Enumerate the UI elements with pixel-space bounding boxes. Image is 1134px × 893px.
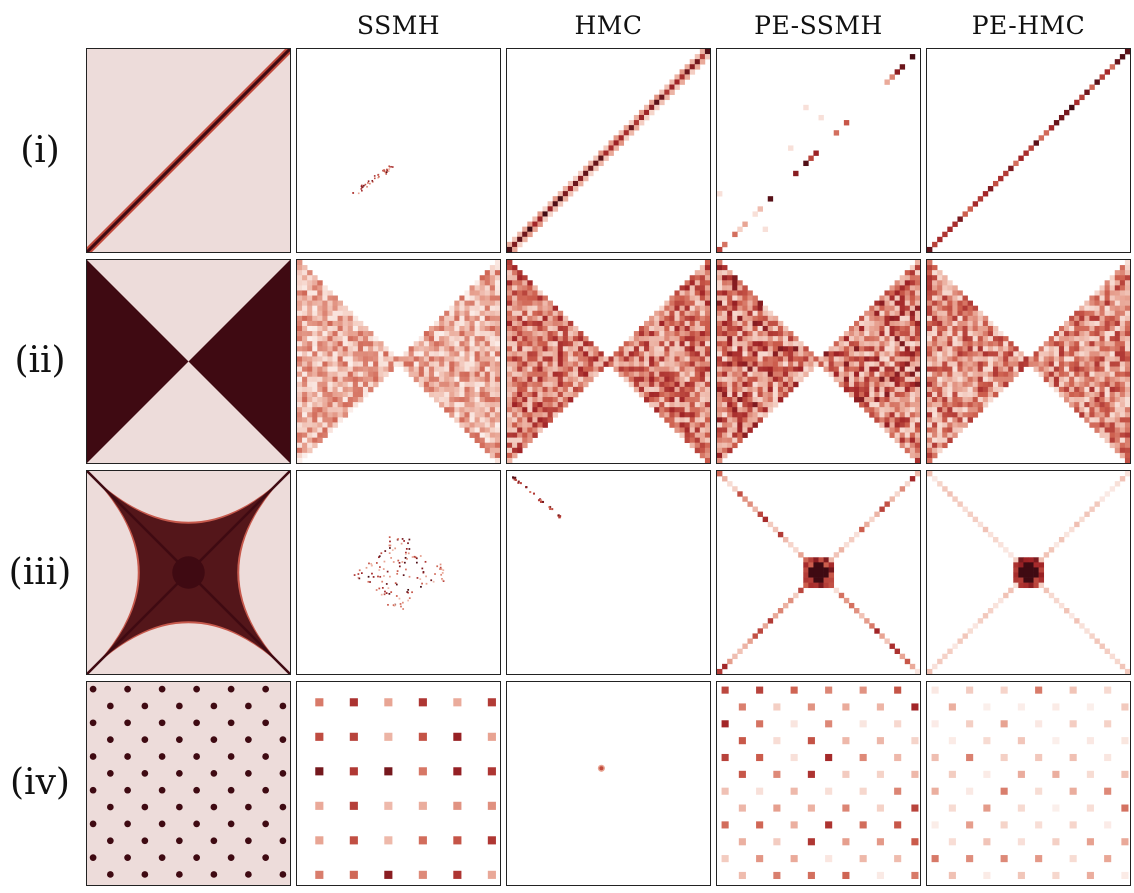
panel-iii-hmc <box>506 470 711 675</box>
panel-ii-pe-hmc-svg <box>927 260 1130 463</box>
panel-i-pe-ssmh <box>716 48 921 253</box>
panel-iv-target <box>86 681 291 886</box>
panel-ii-ssmh <box>296 259 501 464</box>
panel-ii-hmc <box>506 259 711 464</box>
col-title-hmc: HMC <box>574 11 643 40</box>
panel-iv-ssmh-svg <box>315 698 496 879</box>
col-title-ssmh: SSMH <box>356 11 441 40</box>
panel-iii-hmc-svg <box>512 476 562 519</box>
panel-ii-pe-hmc <box>926 259 1131 464</box>
panel-i-ssmh <box>296 48 501 253</box>
panel-iv-pe-hmc-svg <box>931 686 1129 880</box>
panel-ii-pe-ssmh-svg <box>717 260 920 463</box>
panel-iii-pe-ssmh-svg <box>717 471 920 674</box>
panel-ii-ssmh-svg <box>297 260 500 463</box>
panel-ii-target-svg <box>87 260 290 463</box>
panel-iii-pe-ssmh <box>716 470 921 675</box>
panel-i-hmc-svg <box>507 49 710 252</box>
panel-i-target-svg <box>87 49 290 252</box>
panel-ii-pe-ssmh <box>716 259 921 464</box>
panel-iii-target <box>86 470 291 675</box>
panel-iv-pe-ssmh <box>716 681 921 886</box>
panel-iv-hmc-svg <box>597 764 605 772</box>
panel-iii-ssmh <box>296 470 501 675</box>
col-title-pe-ssmh: PE-SSMH <box>754 11 883 40</box>
row-label-iv: (iv) <box>10 762 70 803</box>
panel-i-pe-ssmh-svg <box>717 54 916 252</box>
panel-iv-target-svg <box>87 682 290 885</box>
row-label-ii: (ii) <box>14 340 66 381</box>
panel-iii-target-svg <box>87 471 290 674</box>
panel-iv-pe-ssmh-svg <box>721 686 919 880</box>
panel-i-hmc <box>506 48 711 253</box>
panel-ii-hmc-svg <box>507 260 710 463</box>
panel-i-target <box>86 48 291 253</box>
col-title-pe-hmc: PE-HMC <box>971 11 1086 40</box>
panel-iv-hmc <box>506 681 711 886</box>
panel-iii-ssmh-svg <box>353 536 445 610</box>
panel-iii-pe-hmc <box>926 470 1131 675</box>
panel-i-pe-hmc <box>926 48 1131 253</box>
row-label-iii: (iii) <box>8 552 72 593</box>
row-label-i: (i) <box>20 130 60 171</box>
panel-i-pe-hmc-svg <box>927 49 1130 252</box>
panel-i-ssmh-svg <box>352 165 394 195</box>
panel-iv-ssmh <box>296 681 501 886</box>
panel-iv-pe-hmc <box>926 681 1131 886</box>
panel-iii-pe-hmc-svg <box>927 471 1130 674</box>
panel-ii-target <box>86 259 291 464</box>
